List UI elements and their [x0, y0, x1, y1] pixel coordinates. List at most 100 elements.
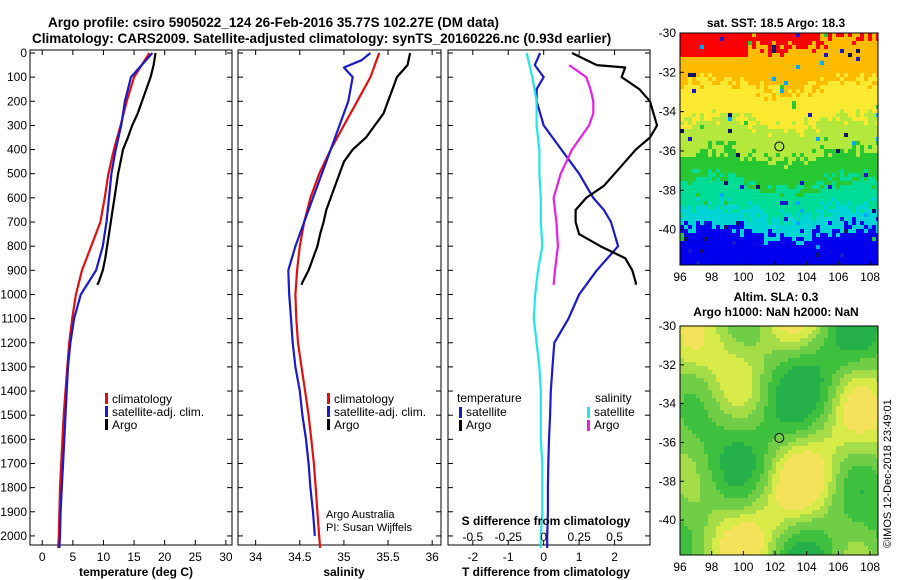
legend-label-s-satellite: satellite [594, 405, 635, 419]
depth-tick-label: 2000 [0, 529, 27, 543]
sla-map-cells [680, 326, 878, 555]
legend-label-satellite: satellite-adj. clim. [334, 405, 426, 419]
credit-line1: Argo Australia [326, 509, 395, 521]
sst-map-xtick-label: 108 [860, 270, 880, 284]
legend-swatch-t-argo [459, 420, 462, 431]
salinity-xtick-label: 35 [337, 550, 351, 564]
s-diff-tick-label: 0 [540, 530, 547, 544]
difference-axes-frame [447, 49, 651, 546]
sla-map-ytick-label: -40 [659, 513, 677, 527]
sla-map-xtick-label: 102 [765, 560, 785, 574]
sst-map-frame [679, 32, 879, 266]
legend-swatch-argo [327, 419, 330, 430]
sst-map-xtick-label: 106 [828, 270, 848, 284]
title-line1: Argo profile: csiro 5905022_124 26-Feb-2… [48, 15, 499, 30]
s-difference-xlabel: S difference from climatology [462, 514, 631, 528]
legend-swatch-climatology [105, 393, 108, 404]
temperature-xtick-label: 15 [127, 550, 141, 564]
sla-map-ytick-label: -38 [659, 474, 677, 488]
sla-map-xtick-label: 108 [860, 560, 880, 574]
depth-tick-label: 600 [7, 191, 27, 205]
difference-xtick-label: 0 [540, 550, 547, 564]
s-diff-tick-label: 0.25 [567, 530, 591, 544]
difference-xtick-label: -1 [503, 550, 514, 564]
difference-xtick-label: 1 [576, 550, 583, 564]
salinity-series-argo [300, 52, 412, 286]
depth-tick-label: 500 [7, 167, 27, 181]
sst-argo-position-marker [774, 141, 785, 152]
temperature-xlabel: temperature (deg C) [79, 565, 193, 579]
depth-tick-label: 400 [7, 143, 27, 157]
watermark: ©IMOS 12-Dec-2018 23:49:01 [882, 399, 894, 548]
difference-series-temperature-argo [571, 52, 659, 285]
depth-tick-label: 1800 [0, 481, 27, 495]
difference-xtick-label: 2 [611, 550, 618, 564]
depth-tick-label: 100 [7, 70, 27, 84]
difference-series-salinity-satellite [525, 52, 544, 548]
depth-tick-label: 800 [7, 239, 27, 253]
sst-map-xtick-label: 104 [797, 270, 817, 284]
temperature-xtick-label: 20 [158, 550, 172, 564]
temperature-panel: 0100200300400500600700800900100011001200… [0, 46, 233, 564]
legend-swatch-s-satellite [587, 407, 590, 418]
sst-map-title: sat. SST: 18.5 Argo: 18.3 [707, 16, 846, 30]
difference-xtick-label: -2 [467, 550, 478, 564]
sla-map-xtick-label: 96 [673, 560, 687, 574]
legend-swatch-t-satellite [459, 407, 462, 418]
sla-map-ytick-label: -32 [659, 358, 677, 372]
salinity-axes-frame [237, 49, 442, 546]
depth-tick-label: 1700 [0, 456, 27, 470]
temperature-series-climatology [57, 52, 151, 549]
difference-panel: -2 -1 0 1 2 -0.5 -0.25 0 0.25 0.5 [447, 49, 659, 564]
temperature-xtick-label: 10 [97, 550, 111, 564]
legend-swatch-s-argo [587, 420, 590, 431]
sst-map-ytick-label: -34 [659, 105, 677, 119]
legend-label-satellite: satellite-adj. clim. [112, 405, 204, 419]
legend-title-salinity: salinity [595, 391, 632, 405]
legend-title-temperature: temperature [457, 391, 522, 405]
depth-tick-label: 0 [20, 46, 27, 60]
sla-map-xtick-label: 100 [733, 560, 753, 574]
legend-label-s-argo: Argo [594, 418, 620, 432]
s-diff-tick-label: -0.5 [462, 530, 483, 544]
salinity-series-satellite-adj-clim- [287, 52, 372, 536]
depth-tick-label: 1400 [0, 384, 27, 398]
temperature-xtick-label: 5 [70, 550, 77, 564]
salinity-panel: 34 34.5 35 35.5 36 [237, 49, 442, 564]
temperature-series-satellite-adj-clim- [58, 52, 154, 549]
legend-label-t-argo: Argo [466, 418, 492, 432]
depth-tick-label: 1000 [0, 287, 27, 301]
legend-swatch-climatology [327, 393, 330, 404]
legend-swatch-argo [105, 419, 108, 430]
depth-tick-label: 1100 [1, 312, 27, 326]
legend-label-argo: Argo [334, 418, 360, 432]
depth-tick-label: 1900 [0, 505, 27, 519]
difference-series-temperature-satellite [533, 52, 620, 548]
temperature-axes-frame [29, 49, 233, 546]
sst-map-ytick-label: -30 [659, 26, 677, 40]
s-diff-tick-label: 0.5 [606, 530, 623, 544]
sst-map-xtick-label: 96 [673, 270, 687, 284]
difference-legend: temperature salinity satellite Argo sate… [457, 391, 635, 432]
sla-map-ytick-label: -36 [659, 435, 677, 449]
sla-map-xtick-label: 98 [705, 560, 719, 574]
depth-tick-label: 200 [7, 94, 27, 108]
sst-map-panel: 96 98 100 102 104 106 108 -30 -32 -34 -36 -38 -40 [659, 26, 881, 284]
sst-map-ytick-label: -36 [659, 144, 677, 158]
sla-map-xtick-label: 104 [797, 560, 817, 574]
title-line2: Climatology: CARS2009. Satellite-adjuste… [32, 31, 611, 46]
sla-map-title1: Altim. SLA: 0.3 [734, 290, 819, 304]
temperature-series-argo [96, 52, 157, 286]
salinity-xlabel: salinity [323, 565, 365, 579]
temperature-legend: climatology satellite-adj. clim. Argo [105, 392, 204, 432]
depth-tick-label: 1300 [0, 360, 27, 374]
salinity-series-climatology [294, 52, 381, 549]
legend-label-climatology: climatology [112, 392, 172, 406]
sst-map-xtick-label: 100 [733, 270, 753, 284]
legend-swatch-satellite [105, 406, 108, 417]
depth-tick-label: 300 [7, 118, 27, 132]
legend-label-t-satellite: satellite [466, 405, 507, 419]
salinity-xtick-label: 36 [425, 550, 439, 564]
t-difference-xlabel: T difference from climatology [462, 565, 630, 579]
